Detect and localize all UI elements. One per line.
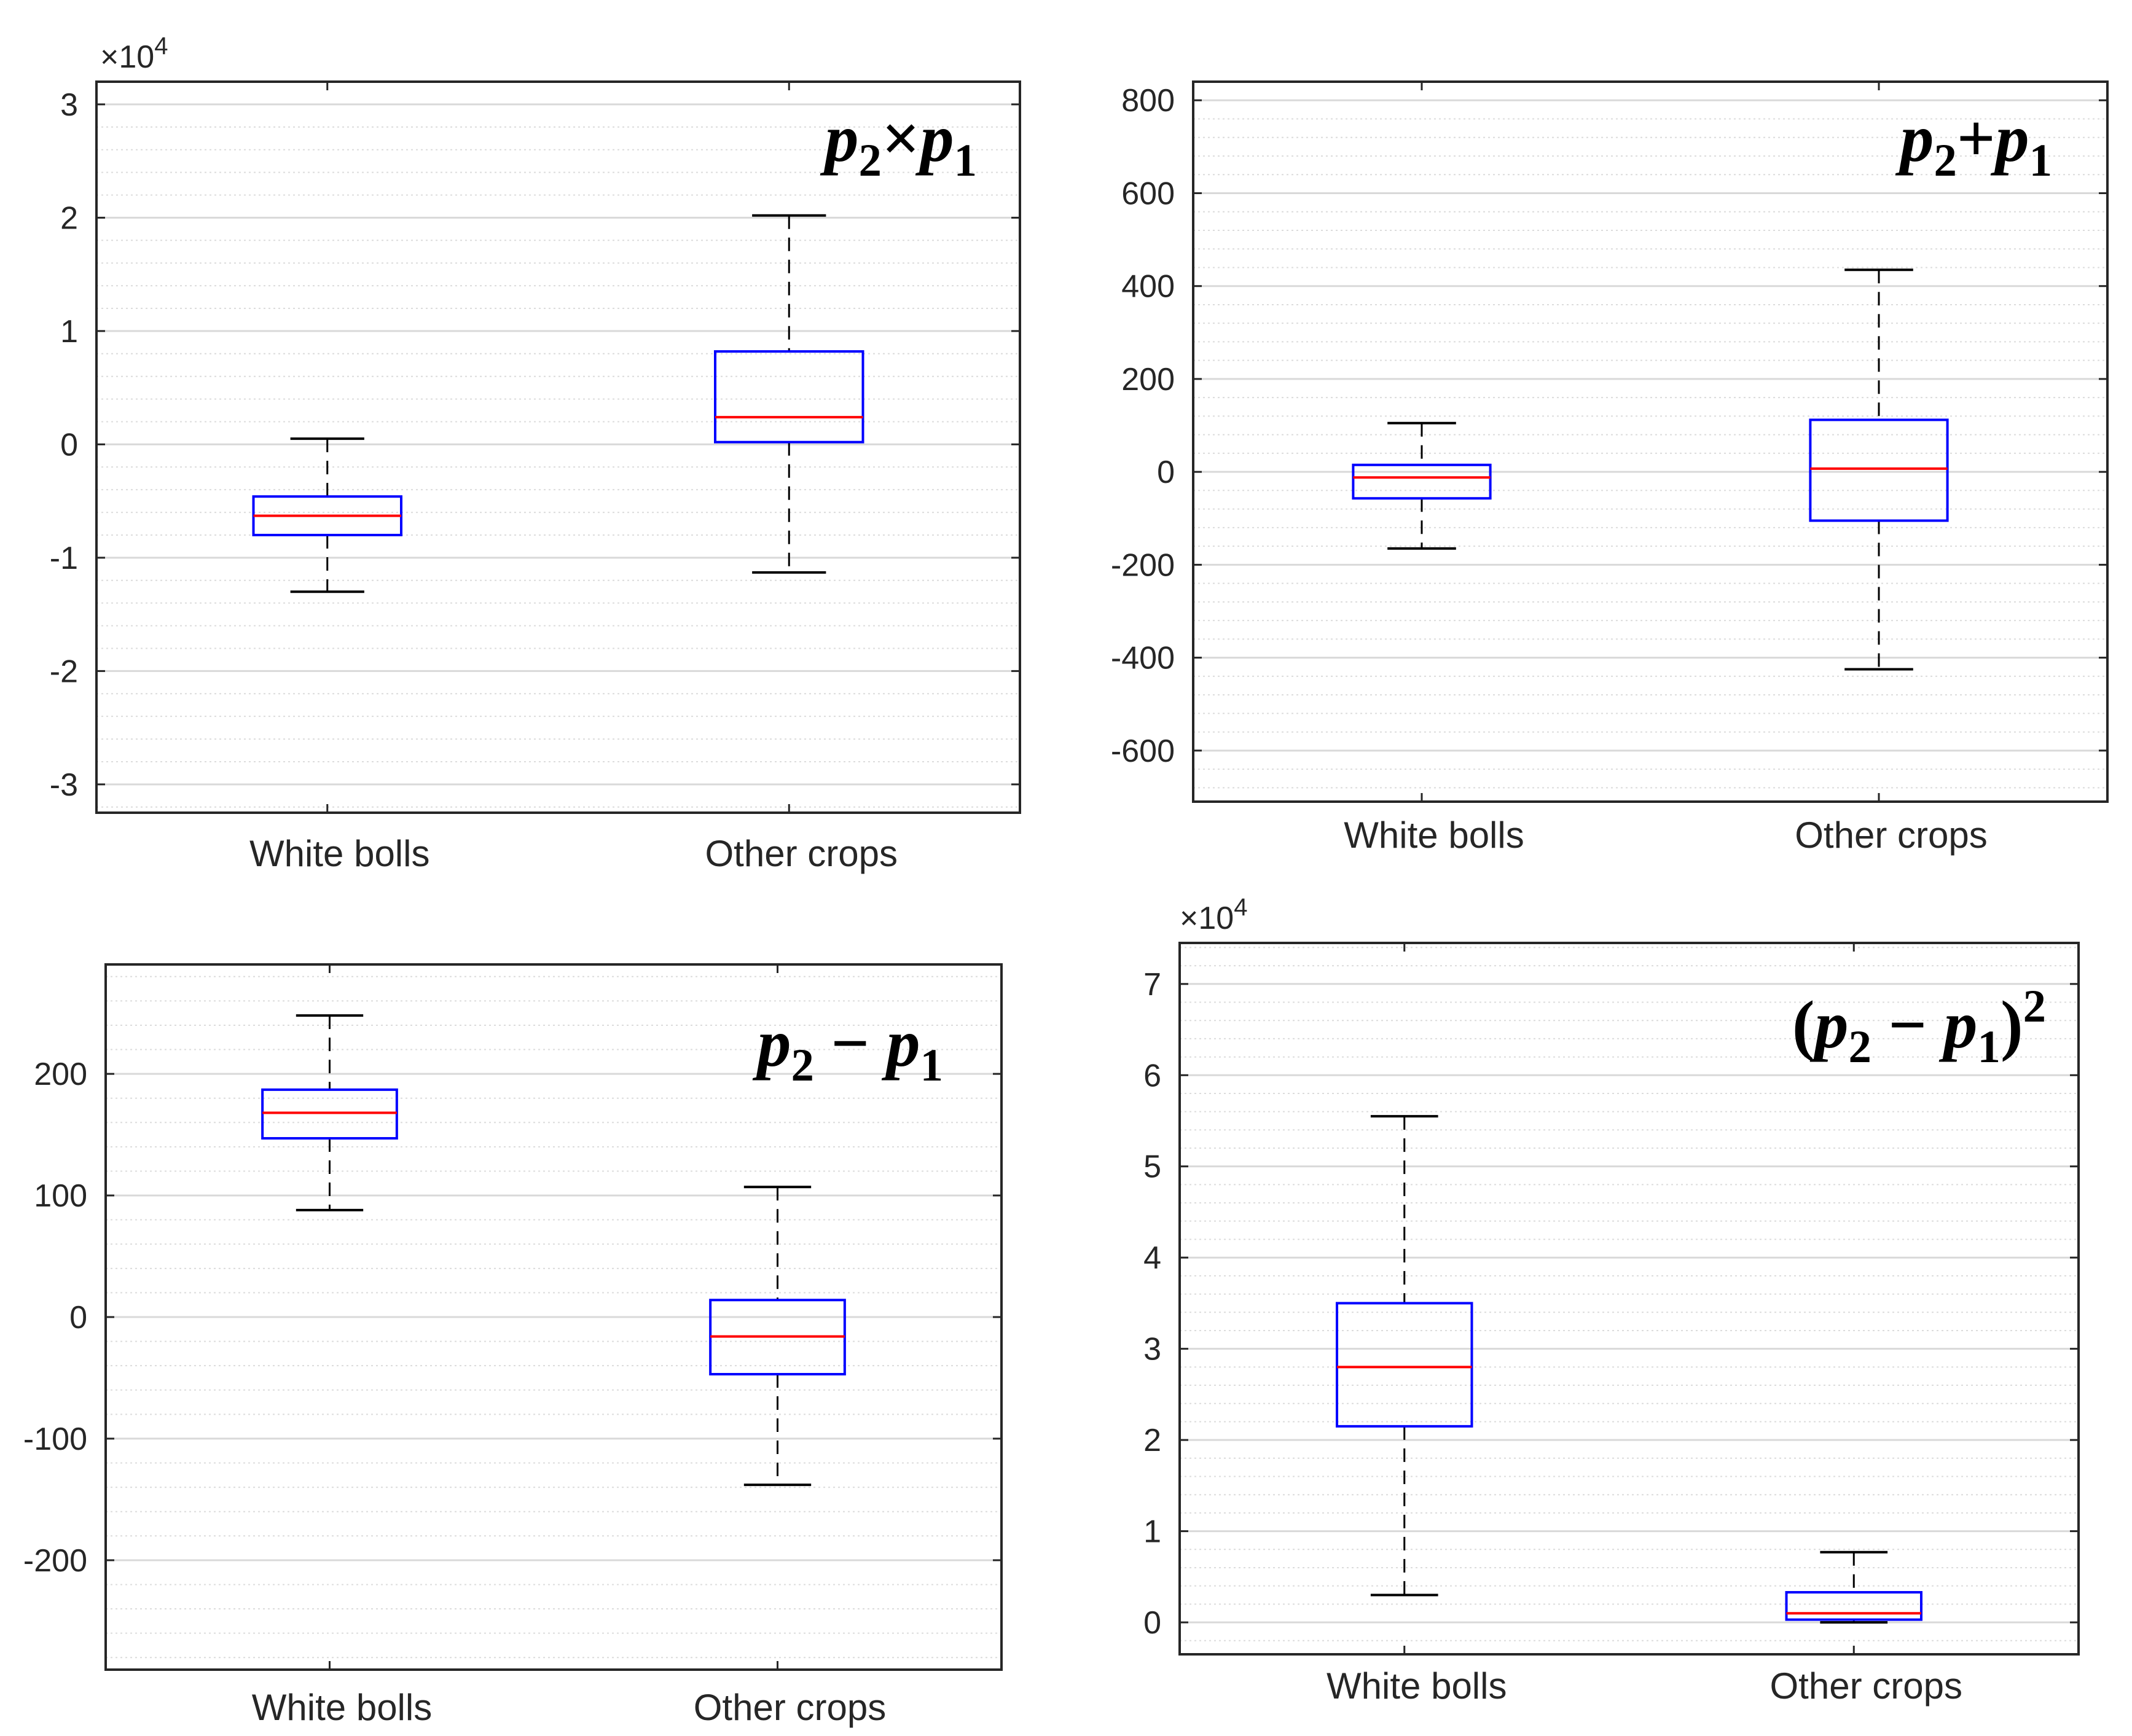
y-tick-label: -100 <box>23 1421 87 1457</box>
formula-title: p2×p1 <box>820 101 978 186</box>
plot-area <box>1180 943 2079 1654</box>
y-tick-label: 1 <box>1143 1514 1161 1550</box>
formula-title: (p2 − p1)2 <box>1792 981 2046 1073</box>
y-tick-label: 0 <box>69 1300 87 1335</box>
category-label: Other crops <box>1795 815 1987 856</box>
box-white-bolls <box>1352 421 1492 550</box>
y-tick-label: 100 <box>34 1178 87 1214</box>
box-other-crops <box>1785 1550 1922 1624</box>
y-tick-label: 4 <box>1143 1240 1161 1276</box>
axes-frame <box>1178 942 2080 1656</box>
axes-frame <box>104 963 1003 1671</box>
y-tick-label: 0 <box>1143 1605 1161 1641</box>
plot-area <box>96 82 1020 813</box>
formula-title: p2 − p1 <box>753 1006 944 1091</box>
y-tick-label: 200 <box>34 1057 87 1092</box>
box-other-crops <box>709 1186 846 1487</box>
iqr-box <box>1809 418 1949 522</box>
iqr-box <box>1336 1302 1473 1428</box>
y-tick-label: 200 <box>1121 362 1175 397</box>
y-exponent-label: ×104 <box>100 33 168 75</box>
y-tick-label: 600 <box>1121 176 1175 211</box>
category-label: White bolls <box>249 833 429 874</box>
box-white-bolls <box>1336 1115 1473 1597</box>
y-tick-label: 7 <box>1143 967 1161 1003</box>
y-tick-label: 400 <box>1121 269 1175 305</box>
y-tick-label: 0 <box>60 427 78 463</box>
chart-panel-2: -600 -400 -200 0 200 400 600 800 White bolls Othe… <box>1111 80 2109 856</box>
y-tick-label: -2 <box>50 654 78 689</box>
y-tick-label: -600 <box>1111 733 1175 769</box>
y-tick-label: -400 <box>1111 641 1175 676</box>
iqr-box <box>1352 463 1492 500</box>
y-tick-label: -200 <box>1111 547 1175 583</box>
iqr-box <box>1785 1591 1922 1621</box>
category-label: Other crops <box>694 1687 886 1728</box>
chart-panel-4: 0 1 2 3 4 5 6 7 White bolls Other crops ×104 (p2 − … <box>1143 894 2080 1707</box>
category-label: Other crops <box>1770 1665 1962 1707</box>
y-tick-label: 5 <box>1143 1149 1161 1185</box>
y-tick-label: -200 <box>23 1543 87 1579</box>
y-tick-label: 800 <box>1121 83 1175 119</box>
iqr-box <box>714 350 864 444</box>
plot-area <box>1193 82 2107 802</box>
y-tick-label: -3 <box>50 767 78 803</box>
y-tick-label: 2 <box>60 200 78 236</box>
box-other-crops <box>714 214 864 574</box>
category-label: White bolls <box>1327 1665 1507 1707</box>
category-label: White bolls <box>252 1687 432 1728</box>
y-tick-label: 2 <box>1143 1423 1161 1458</box>
category-label: White bolls <box>1344 815 1524 856</box>
y-tick-label: 3 <box>1143 1332 1161 1367</box>
y-tick-label: 6 <box>1143 1058 1161 1093</box>
axes-frame <box>95 80 1021 814</box>
axes-frame <box>1192 80 2109 803</box>
box-white-bolls <box>261 1014 398 1211</box>
category-label: Other crops <box>705 833 898 874</box>
y-tick-label: 3 <box>60 87 78 123</box>
box-other-crops <box>1809 268 1949 671</box>
chart-panel-3: -200 -100 0 100 200 White bolls Other crops p2 … <box>23 963 1003 1728</box>
y-tick-label: -1 <box>50 541 78 576</box>
y-exponent-label: ×104 <box>1180 894 1247 936</box>
chart-panel-1: -3 -2 -1 0 1 2 3 White bolls Other crops ×104 p2×p… <box>50 33 1021 874</box>
y-tick-label: 1 <box>60 314 78 350</box>
y-tick-label: 0 <box>1157 455 1175 490</box>
box-white-bolls <box>252 437 402 593</box>
formula-title: p2+p1 <box>1895 101 2053 186</box>
